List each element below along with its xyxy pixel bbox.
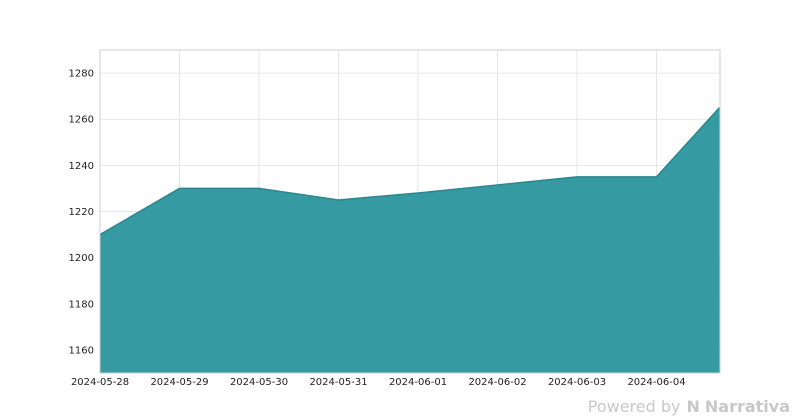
y-axis-ticks: 1160 1180 1200 1220 1240 1260 1280 bbox=[69, 69, 94, 357]
brand-name: Narrativa bbox=[704, 397, 790, 416]
area-series bbox=[99, 107, 720, 374]
y-tick-label: 1220 bbox=[69, 207, 94, 218]
x-tick-label: 2024-05-28 bbox=[71, 377, 129, 388]
y-tick-label: 1260 bbox=[69, 115, 94, 126]
y-tick-label: 1240 bbox=[69, 161, 94, 172]
x-tick-label: 2024-06-01 bbox=[389, 377, 447, 388]
narrativa-logo-icon: N bbox=[686, 397, 699, 416]
x-tick-label: 2024-06-04 bbox=[627, 377, 685, 388]
plot-border bbox=[99, 49, 721, 374]
x-tick-label: 2024-06-02 bbox=[468, 377, 526, 388]
area-fill bbox=[100, 107, 720, 374]
branding: Powered by N Narrativa bbox=[588, 397, 790, 416]
x-tick-label: 2024-05-30 bbox=[230, 377, 288, 388]
x-tick-label: 2024-05-31 bbox=[309, 377, 367, 388]
y-tick-label: 1160 bbox=[69, 345, 94, 356]
powered-by-text: Powered by bbox=[587, 397, 681, 416]
y-tick-label: 1180 bbox=[69, 299, 94, 310]
y-tick-label: 1280 bbox=[69, 69, 94, 80]
y-tick-label: 1200 bbox=[69, 253, 94, 264]
x-axis-ticks: 2024-05-28 2024-05-29 2024-05-30 2024-05-31… bbox=[71, 377, 686, 388]
x-tick-label: 2024-05-29 bbox=[150, 377, 208, 388]
x-tick-label: 2024-06-03 bbox=[548, 377, 606, 388]
